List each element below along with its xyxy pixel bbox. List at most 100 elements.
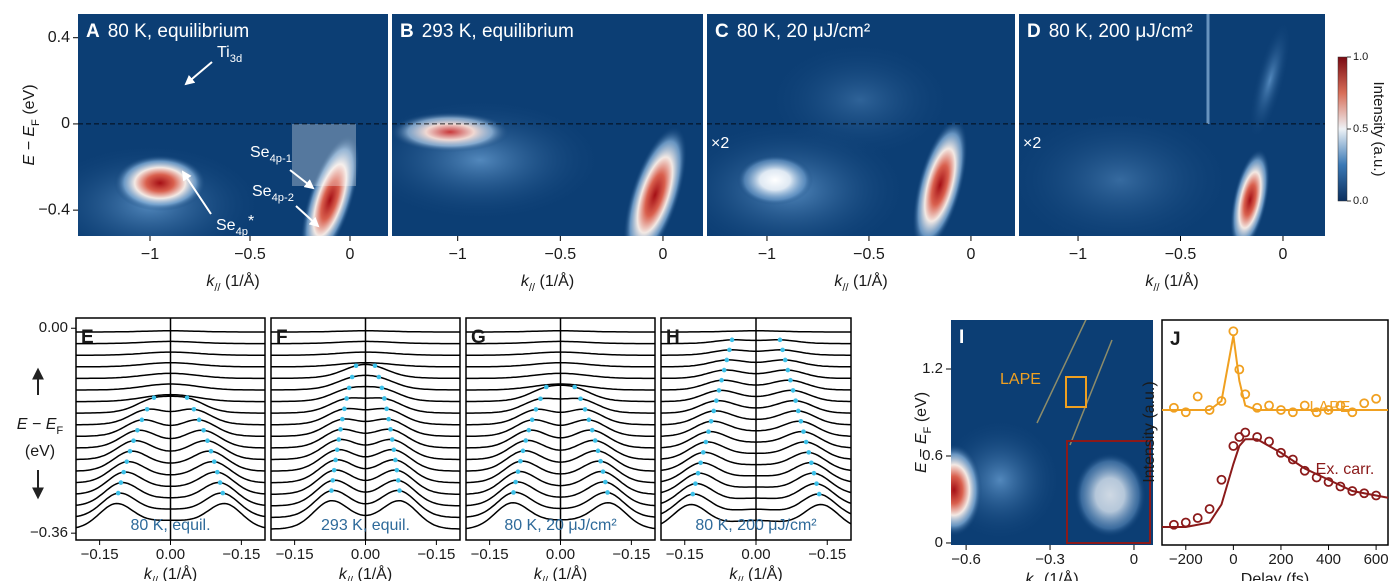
peak-dot bbox=[520, 448, 526, 454]
x-axis-label-unit: (1/Å) bbox=[1160, 271, 1199, 290]
data-point bbox=[1192, 513, 1203, 523]
x-axis-label-main: k bbox=[834, 273, 843, 290]
y-axis-label: E − EF (eV) bbox=[913, 392, 934, 473]
x-tick-label: 600 bbox=[1364, 551, 1389, 568]
annotation-sub: 4p bbox=[236, 226, 248, 238]
peak-dot bbox=[191, 406, 197, 412]
x-tick-label: 0.00 bbox=[156, 546, 185, 563]
edc-curve bbox=[466, 340, 655, 345]
edc-curve bbox=[75, 492, 266, 518]
edc-curve bbox=[466, 330, 655, 333]
x-tick-label: −0.3 bbox=[1035, 551, 1065, 568]
colorbar bbox=[1337, 56, 1348, 202]
intensity-blob bbox=[951, 444, 982, 536]
peak-dot bbox=[201, 427, 206, 433]
edc-curve bbox=[661, 369, 851, 380]
edc-curve bbox=[660, 451, 852, 472]
data-point bbox=[1228, 326, 1239, 337]
edc-curve bbox=[661, 389, 851, 403]
peak-dot bbox=[589, 427, 595, 433]
x-tick-label: 0.00 bbox=[741, 546, 770, 563]
peak-dot bbox=[127, 448, 133, 454]
edc-curve bbox=[270, 469, 461, 496]
peak-dot bbox=[151, 395, 157, 400]
peak-dot bbox=[600, 469, 606, 474]
annotation-text: ×2 bbox=[711, 135, 729, 152]
y-tick-label: 0 bbox=[61, 115, 70, 132]
peak-dot bbox=[793, 398, 798, 403]
data-point bbox=[1287, 454, 1298, 465]
data-point bbox=[1180, 407, 1191, 418]
x-axis-label: k// (1/Å) bbox=[834, 271, 887, 294]
data-point bbox=[1311, 407, 1322, 418]
y-tick-label: 0 bbox=[935, 534, 943, 551]
data-point bbox=[1192, 391, 1203, 402]
annotation: Ti3d bbox=[217, 44, 242, 65]
peak-dot bbox=[523, 438, 529, 443]
data-point bbox=[1228, 441, 1239, 451]
edc-curve bbox=[466, 351, 655, 356]
peak-dot bbox=[118, 480, 124, 485]
colorbar-tick-label: 0.5 bbox=[1353, 123, 1368, 135]
edc-curve bbox=[661, 379, 851, 391]
peak-dot bbox=[518, 458, 523, 464]
panel-letter: B bbox=[400, 21, 414, 42]
peak-dot bbox=[544, 384, 549, 390]
peak-dot bbox=[595, 448, 601, 454]
edc-curve bbox=[466, 408, 655, 426]
panel-condition: 80 K, 200 μJ/cm² bbox=[1049, 21, 1193, 42]
peak-dot bbox=[393, 457, 398, 463]
x-axis-label: k// (1/Å) bbox=[1025, 569, 1078, 581]
y-tick-label: −0.4 bbox=[38, 201, 70, 218]
edc-curve bbox=[270, 459, 461, 484]
x-axis-label-main: k bbox=[339, 566, 348, 581]
x-tick-label: −0.5 bbox=[545, 246, 577, 263]
edc-curve bbox=[466, 397, 655, 414]
peak-dot bbox=[124, 459, 130, 464]
peak-dot bbox=[716, 388, 722, 393]
edc-curve bbox=[271, 479, 460, 507]
panel-caption: 80 K, 200 μJ/cm² bbox=[695, 517, 817, 534]
x-axis-label-sub: // bbox=[347, 575, 354, 581]
annotation-sub: 3d bbox=[230, 53, 242, 65]
peak-dot bbox=[801, 429, 806, 434]
colorbar-tick-label: 1.0 bbox=[1353, 51, 1368, 63]
peak-dot bbox=[572, 384, 577, 390]
peak-dot bbox=[729, 337, 735, 343]
edc-curve bbox=[466, 449, 655, 472]
panel-caption: 80 K, equil. bbox=[130, 517, 210, 534]
annotation-text: Se bbox=[216, 217, 236, 234]
panel-letter: I bbox=[959, 327, 964, 348]
edc-curve bbox=[661, 339, 851, 345]
y-tick-label: 0.4 bbox=[48, 29, 70, 46]
annotation: ×2 bbox=[711, 135, 729, 152]
data-point bbox=[1168, 402, 1179, 413]
peak-dot bbox=[184, 395, 190, 400]
arrow bbox=[295, 205, 320, 228]
peak-dot bbox=[605, 490, 610, 495]
x-axis-label: k// (1/Å) bbox=[729, 564, 782, 581]
x-tick-label: −0.15 bbox=[666, 546, 704, 563]
x-tick-label: 0 bbox=[1229, 551, 1237, 568]
data-point bbox=[1323, 405, 1334, 415]
x-axis-label-main: k bbox=[1145, 273, 1154, 290]
intensity-blob bbox=[737, 155, 813, 205]
data-point bbox=[1264, 436, 1274, 447]
edc-curve bbox=[76, 361, 265, 368]
edc-curve bbox=[76, 429, 265, 449]
intensity-blob bbox=[912, 119, 968, 236]
x-axis-label-main: k bbox=[206, 273, 215, 290]
y-axis-label-main: E − E bbox=[913, 433, 930, 473]
x-axis-label: k// (1/Å) bbox=[144, 564, 197, 581]
peak-dot bbox=[331, 467, 337, 473]
edc-curve bbox=[271, 407, 460, 426]
data-point bbox=[1276, 405, 1286, 415]
annotation: Se4p* bbox=[216, 213, 254, 238]
annotation: ×2 bbox=[1023, 135, 1041, 152]
peak-dot bbox=[698, 460, 703, 466]
x-tick-label: −1 bbox=[1069, 246, 1087, 263]
x-axis-label-unit: (1/Å) bbox=[221, 271, 260, 290]
peak-dot bbox=[121, 469, 127, 475]
peak-dot bbox=[139, 417, 145, 423]
data-point bbox=[1240, 389, 1251, 400]
